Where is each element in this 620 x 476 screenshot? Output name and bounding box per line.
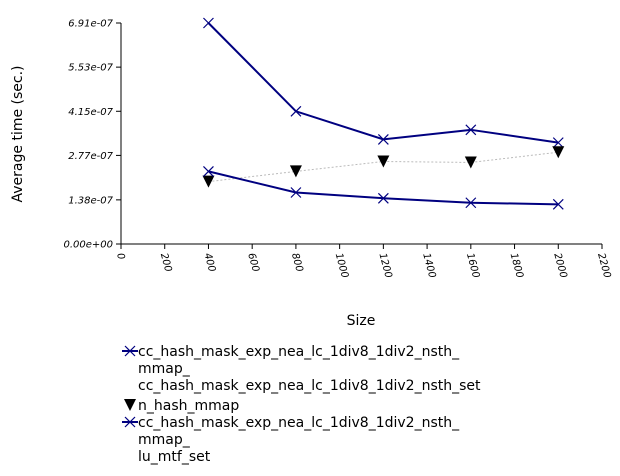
- y-tick-label: 2.77e-07: [68, 151, 113, 162]
- y-tick-label: 4.15e-07: [68, 107, 113, 118]
- data-point: [203, 17, 214, 29]
- legend-label: mmap_: [138, 432, 191, 448]
- x-tick-label: 1600: [464, 252, 481, 279]
- x-ticks: 0 200 400 600 800 1000 1200 1400 1600 1800 2000 220…: [114, 244, 612, 279]
- x-tick-label: 1800: [508, 252, 525, 279]
- y-ticks: 0.00e+00 1.38e-07 2.77e-07 4.15e-07 5.53e-07…: [63, 19, 121, 251]
- axes: [120, 23, 602, 245]
- x-tick-label: 1400: [420, 252, 437, 279]
- legend-item: n_hash_mmap: [124, 398, 239, 414]
- series-line: [207, 22, 559, 144]
- legend-marker: [124, 416, 136, 428]
- legend-label: cc_hash_mask_exp_nea_lc_1div8_1div2_nsth…: [138, 344, 460, 360]
- x-tick-label: 1000: [333, 252, 350, 279]
- legend-item: cc_hash_mask_exp_nea_lc_1div8_1div2_nsth…: [122, 415, 460, 465]
- data-point: [377, 133, 389, 145]
- x-tick-label: 2200: [595, 252, 612, 279]
- data-point: [464, 156, 477, 169]
- legend-label: mmap_: [138, 361, 191, 377]
- data-point: [552, 137, 564, 149]
- y-tick-label: 1.38e-07: [68, 195, 113, 206]
- series-line: [208, 170, 559, 206]
- legend-item: cc_hash_mask_exp_nea_lc_1div8_1div2_nsth…: [122, 344, 481, 394]
- legend-label: lu_mtf_set: [138, 449, 211, 465]
- series-3: [203, 165, 564, 210]
- legend-label: cc_hash_mask_exp_nea_lc_1div8_1div2_nsth…: [138, 415, 460, 431]
- series-layer: [202, 17, 565, 210]
- data-point: [289, 165, 302, 178]
- data-point: [552, 146, 565, 159]
- data-point: [290, 187, 302, 198]
- data-point: [377, 155, 390, 168]
- y-tick-label: 0.00e+00: [63, 240, 113, 251]
- legend: cc_hash_mask_exp_nea_lc_1div8_1div2_nsth…: [122, 344, 481, 465]
- data-point: [465, 124, 477, 136]
- x-axis-title: Size: [347, 313, 376, 329]
- x-tick-label: 800: [289, 252, 305, 273]
- y-tick-label: 5.53e-07: [68, 63, 113, 74]
- data-point: [203, 165, 214, 177]
- data-point: [465, 197, 477, 209]
- legend-label: n_hash_mmap: [138, 398, 239, 414]
- data-point: [552, 198, 564, 210]
- x-tick-label: 200: [158, 252, 174, 273]
- x-tick-label: 2000: [551, 252, 568, 279]
- x-tick-label: 600: [245, 252, 261, 273]
- series-1: [203, 17, 564, 149]
- y-axis-title: Average time (sec.): [10, 66, 26, 203]
- data-point: [290, 105, 302, 117]
- x-tick-label: 1200: [376, 252, 393, 279]
- legend-label: cc_hash_mask_exp_nea_lc_1div8_1div2_nsth…: [138, 378, 481, 394]
- y-tick-label: 6.91e-07: [68, 19, 113, 30]
- x-tick-label: 0: [114, 252, 126, 261]
- legend-marker: [124, 345, 136, 357]
- legend-marker: [124, 399, 136, 411]
- data-point: [377, 192, 389, 204]
- series-2: [202, 146, 565, 188]
- x-tick-label: 400: [202, 252, 218, 273]
- data-point: [202, 175, 215, 188]
